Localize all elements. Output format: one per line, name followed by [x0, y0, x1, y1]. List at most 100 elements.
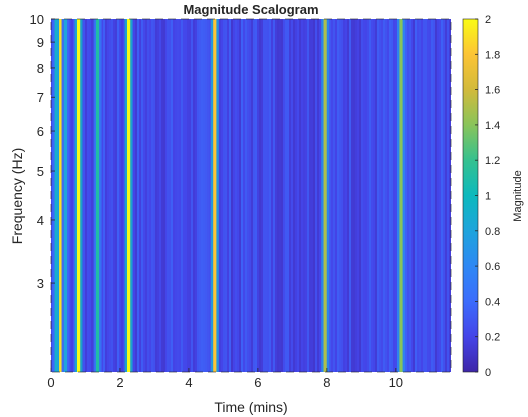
event-band: [63, 19, 68, 372]
x-tick-label: 4: [185, 375, 192, 390]
texture-column: [315, 19, 317, 372]
texture-column: [155, 19, 157, 372]
texture-column: [237, 19, 239, 372]
texture-column: [385, 19, 387, 372]
texture-column: [245, 19, 247, 372]
texture-column: [443, 19, 445, 372]
texture-column: [391, 19, 393, 372]
texture-column: [367, 19, 369, 372]
colorbar-tick-label: 1.4: [485, 120, 500, 132]
texture-column: [353, 19, 355, 372]
y-axis: 3 4 5 6 7 8 9 10: [30, 12, 55, 291]
x-tick-label: 8: [323, 375, 330, 390]
texture-column: [117, 19, 119, 372]
texture-column: [415, 19, 417, 372]
texture-column: [235, 19, 237, 372]
texture-column: [333, 19, 335, 372]
texture-column: [103, 19, 105, 372]
texture-column: [427, 19, 429, 372]
texture-column: [223, 19, 225, 372]
texture-column: [349, 19, 351, 372]
texture-column: [169, 19, 171, 372]
texture-column: [329, 19, 331, 372]
texture-column: [265, 19, 267, 372]
texture-column: [335, 19, 337, 372]
texture-column: [271, 19, 273, 372]
texture-column: [133, 19, 135, 372]
texture-column: [231, 19, 233, 372]
texture-column: [167, 19, 169, 372]
texture-column: [425, 19, 427, 372]
colorbar: 0 0.2 0.4 0.6 0.8 1 1.2 1.4 1.6 1.8 2: [462, 14, 500, 379]
texture-column: [207, 19, 209, 372]
texture-column: [347, 19, 349, 372]
texture-column: [291, 19, 293, 372]
texture-column: [311, 19, 313, 372]
texture-column: [409, 19, 411, 372]
texture-column: [365, 19, 367, 372]
texture-column: [185, 19, 187, 372]
texture-column: [261, 19, 263, 372]
texture-column: [303, 19, 305, 372]
chart-title: Magnitude Scalogram: [183, 2, 318, 17]
texture-column: [191, 19, 193, 372]
texture-column: [253, 19, 255, 372]
texture-column: [429, 19, 431, 372]
texture-column: [287, 19, 289, 372]
y-axis-label: Frequency (Hz): [9, 148, 25, 244]
texture-column: [89, 19, 91, 372]
texture-column: [137, 19, 139, 372]
texture-column: [239, 19, 241, 372]
texture-column: [107, 19, 109, 372]
event-band: [323, 19, 327, 372]
texture-column: [407, 19, 409, 372]
event-band: [213, 19, 217, 372]
event-band: [59, 19, 63, 372]
texture-column: [359, 19, 361, 372]
texture-layer: [51, 19, 451, 372]
x-tick-label: 6: [254, 375, 261, 390]
texture-column: [111, 19, 113, 372]
texture-column: [273, 19, 275, 372]
x-axis-label: Time (mins): [214, 399, 287, 415]
texture-column: [83, 19, 85, 372]
texture-column: [423, 19, 425, 372]
texture-column: [183, 19, 185, 372]
texture-column: [151, 19, 153, 372]
texture-column: [439, 19, 441, 372]
texture-column: [119, 19, 121, 372]
texture-column: [337, 19, 339, 372]
texture-column: [275, 19, 277, 372]
texture-column: [355, 19, 357, 372]
texture-column: [267, 19, 269, 372]
texture-column: [445, 19, 447, 372]
texture-column: [173, 19, 175, 372]
texture-column: [229, 19, 231, 372]
texture-column: [249, 19, 251, 372]
y-tick-label: 7: [37, 90, 44, 105]
x-tick-label: 0: [47, 375, 54, 390]
texture-column: [73, 19, 75, 372]
texture-column: [105, 19, 107, 372]
texture-column: [447, 19, 449, 372]
texture-column: [383, 19, 385, 372]
texture-column: [373, 19, 375, 372]
texture-column: [205, 19, 207, 372]
texture-column: [431, 19, 433, 372]
texture-column: [343, 19, 345, 372]
colorbar-tick-label: 0.8: [485, 226, 500, 238]
texture-column: [295, 19, 297, 372]
texture-column: [345, 19, 347, 372]
texture-column: [301, 19, 303, 372]
colorbar-tick-label: 0.2: [485, 332, 500, 344]
plot-frame: [50, 18, 452, 373]
texture-column: [389, 19, 391, 372]
texture-column: [181, 19, 183, 372]
texture-column: [121, 19, 123, 372]
texture-column: [199, 19, 201, 372]
texture-column: [377, 19, 379, 372]
texture-column: [293, 19, 295, 372]
texture-column: [341, 19, 343, 372]
texture-column: [395, 19, 397, 372]
colorbar-tick-label: 0: [485, 367, 491, 379]
